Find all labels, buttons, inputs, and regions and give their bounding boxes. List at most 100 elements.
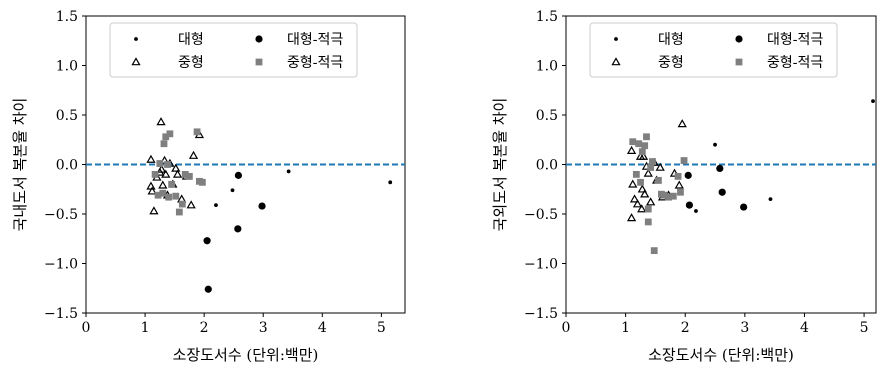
data-point [638, 148, 646, 156]
data-point [685, 201, 694, 209]
data-point [677, 119, 687, 128]
data-point [158, 180, 168, 189]
data-point [160, 140, 168, 148]
x-tick-label: 3 [740, 320, 749, 336]
legend-label: 대형 [178, 32, 204, 48]
data-point [203, 237, 211, 245]
data-point [641, 142, 649, 150]
data-point [871, 99, 875, 104]
y-tick-label: −1.0 [524, 257, 558, 273]
data-point [164, 161, 171, 168]
data-point [186, 200, 196, 209]
data-point [626, 213, 637, 222]
legend-marker [735, 58, 743, 66]
data-point [147, 186, 157, 195]
data-point [388, 180, 393, 185]
data-point [204, 285, 212, 293]
data-point [674, 180, 684, 189]
legend-label: 중형-적극 [287, 55, 343, 71]
legend-marker [134, 37, 138, 41]
data-point [156, 117, 166, 126]
x-tick-label: 4 [800, 320, 809, 336]
series-1 [214, 169, 393, 207]
x-tick-label: 0 [562, 320, 571, 336]
data-point [181, 171, 189, 178]
data-point [684, 171, 692, 179]
data-point [172, 192, 180, 200]
data-point [166, 130, 174, 138]
data-point [154, 191, 162, 199]
data-point [665, 193, 672, 201]
data-point [635, 140, 643, 148]
y-tick-label: −1.0 [44, 257, 78, 273]
data-point [677, 188, 684, 196]
data-point [146, 154, 156, 163]
y-axis-label: 국내도서 복본율 차이 [11, 98, 29, 232]
data-point [188, 150, 199, 159]
legend-label: 대형-적극 [287, 32, 343, 48]
data-point [161, 169, 171, 178]
data-point [638, 151, 649, 160]
data-point [637, 178, 644, 186]
series-2 [684, 164, 748, 211]
data-point [175, 208, 183, 216]
data-point [178, 200, 186, 208]
data-point [644, 205, 652, 213]
data-point [626, 145, 637, 154]
data-point [646, 197, 656, 206]
panel-1: 0 1 2 3 4 5 −1.5 −1.0 −0.5 0.0 0.5 1.0 1.5 소장도서수 (단위:… [11, 9, 406, 364]
data-point [628, 179, 638, 188]
data-point [632, 171, 640, 178]
data-point [669, 168, 680, 177]
data-point [669, 192, 677, 200]
y-tick-label: 1.0 [536, 59, 558, 75]
data-point [694, 209, 698, 213]
x-tick-label: 5 [860, 320, 869, 336]
x-axis-label: 소장도서수 (단위:백만) [648, 346, 794, 364]
y-tick-label: 1.5 [536, 9, 558, 25]
x-tick-label: 5 [377, 320, 386, 336]
data-point [655, 176, 662, 184]
data-point [165, 193, 173, 201]
data-point [647, 164, 655, 171]
series-4 [151, 128, 206, 216]
data-point [640, 189, 650, 198]
y-tick-label: 0.5 [536, 108, 558, 124]
data-point [713, 142, 717, 147]
x-tick-label: 1 [621, 320, 630, 336]
data-point [629, 194, 640, 203]
data-point [198, 178, 206, 186]
y-tick-label: 0.5 [56, 108, 78, 124]
data-point [649, 158, 656, 165]
data-point [660, 191, 668, 199]
legend-box [589, 22, 838, 78]
legend-marker [255, 35, 263, 43]
y-tick-label: 1.5 [56, 9, 78, 25]
legend-label: 중형 [178, 55, 204, 71]
data-point [629, 138, 637, 146]
data-point [644, 218, 652, 226]
legend-label: 중형 [658, 55, 684, 71]
data-point [655, 162, 665, 171]
y-tick-label: −0.5 [524, 207, 558, 223]
data-point [172, 169, 183, 178]
legend-box [109, 22, 358, 78]
y-tick-label: 0.0 [56, 158, 78, 174]
x-tick-label: 3 [259, 320, 268, 336]
panel-2: 0 1 2 3 4 5 −1.5 −1.0 −0.5 0.0 0.5 1.0 1.5 소장도서수 (단위:… [491, 9, 877, 364]
x-tick-label: 2 [200, 320, 209, 336]
legend-marker [735, 35, 743, 43]
data-point [718, 188, 726, 196]
data-point [637, 204, 647, 213]
data-point [162, 133, 170, 141]
data-point [214, 203, 218, 207]
data-point [643, 133, 650, 141]
legend-marker [611, 57, 621, 66]
series-1 [694, 99, 875, 213]
series-2 [203, 171, 266, 293]
x-tick-label: 1 [141, 320, 150, 336]
data-point [146, 181, 156, 190]
y-tick-label: −0.5 [44, 207, 78, 223]
